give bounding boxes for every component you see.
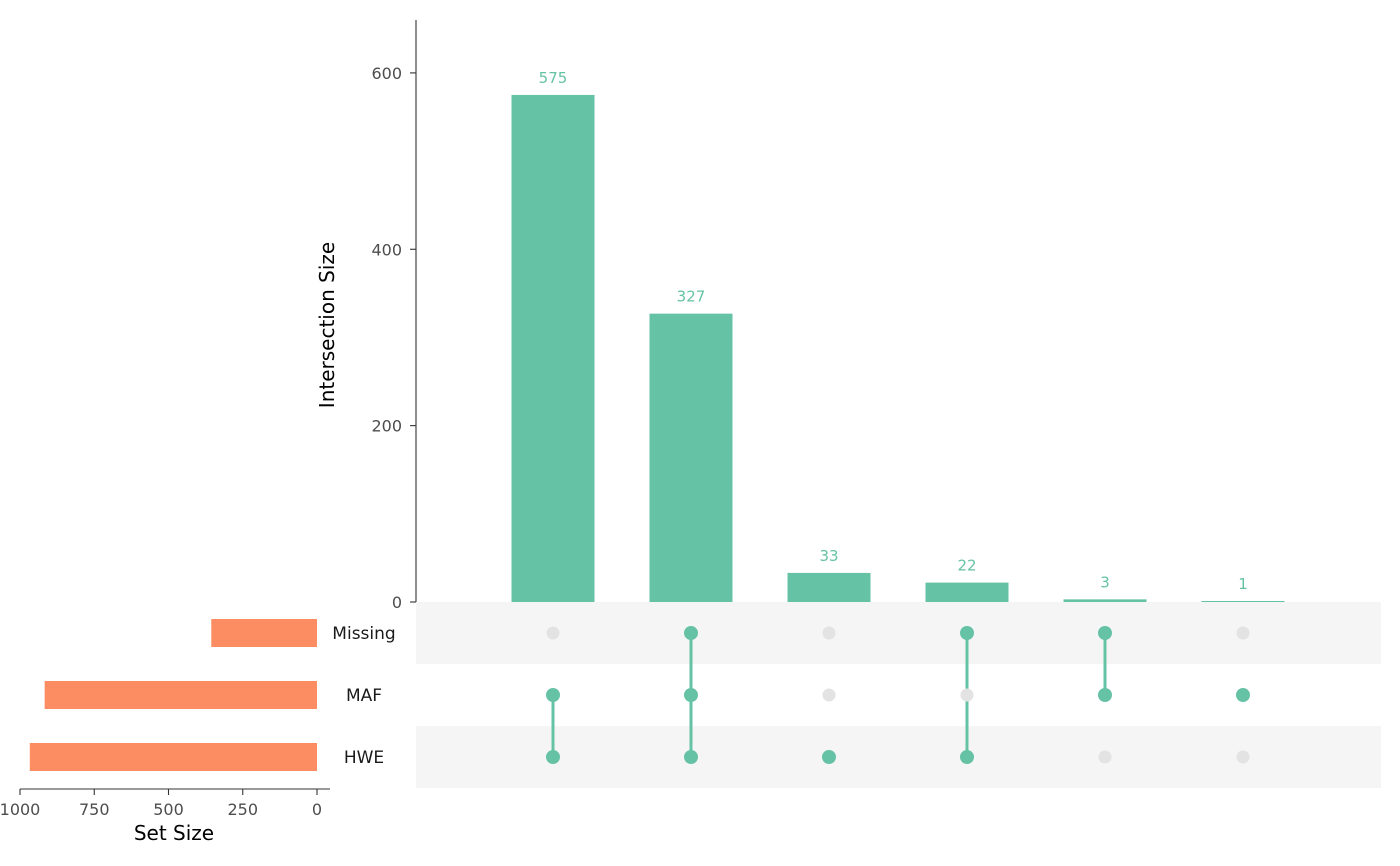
set-size-x-tick-label: 0	[312, 800, 322, 819]
intersection-size-panel: 0 200 400 600 Intersection Size 575 327 33 22 3 1	[315, 20, 1285, 612]
matrix-row-stripe-hwe	[416, 726, 1381, 788]
intersection-y-axis-title: Intersection Size	[315, 242, 339, 408]
matrix-dot-active	[684, 626, 698, 640]
matrix-dot-inactive	[822, 626, 836, 640]
intersection-y-tick-label: 400	[371, 240, 402, 259]
intersection-bar-label: 575	[539, 69, 568, 87]
matrix-dot-active	[1098, 688, 1112, 702]
matrix-dot-inactive	[960, 688, 974, 702]
intersection-bar	[787, 572, 871, 602]
intersection-y-tick-label: 200	[371, 417, 402, 436]
matrix-dot-active	[684, 688, 698, 702]
intersection-bar-label: 3	[1100, 573, 1110, 591]
intersection-y-tick-label: 600	[371, 64, 402, 83]
set-size-x-tick-label: 500	[153, 800, 184, 819]
set-size-bar	[211, 619, 317, 647]
matrix-dot-active	[822, 750, 836, 764]
set-size-bar	[44, 681, 317, 709]
set-label-maf: MAF	[346, 686, 382, 706]
set-label-missing: Missing	[332, 624, 395, 644]
matrix-dot-inactive	[1098, 750, 1112, 764]
set-size-axis-title: Set Size	[134, 821, 214, 845]
set-size-x-tick-label: 250	[227, 800, 258, 819]
intersection-bar	[649, 313, 733, 602]
matrix-dot-active	[546, 750, 560, 764]
intersection-bar-label: 22	[957, 557, 976, 575]
intersection-matrix	[546, 626, 1250, 764]
matrix-stripes	[416, 602, 1381, 788]
matrix-dot-inactive	[1236, 750, 1250, 764]
set-size-x-tick-label: 750	[79, 800, 110, 819]
intersection-bar-label: 33	[819, 547, 838, 565]
matrix-dot-inactive	[1236, 626, 1250, 640]
matrix-row-stripe-missing	[416, 602, 1381, 664]
set-labels: Missing MAF HWE	[332, 624, 395, 768]
intersection-bar	[1201, 601, 1285, 602]
intersection-bar	[925, 582, 1009, 602]
set-size-panel: 1000 750 500 250 0 Set Size	[0, 619, 330, 845]
matrix-dot-inactive	[546, 626, 560, 640]
matrix-dot-active	[960, 750, 974, 764]
intersection-y-tick-label: 0	[392, 593, 402, 612]
matrix-dot-active	[1236, 688, 1250, 702]
matrix-dot-inactive	[822, 688, 836, 702]
intersection-bar	[1063, 599, 1147, 602]
matrix-dot-active	[546, 688, 560, 702]
set-size-bar	[29, 743, 318, 771]
set-size-x-tick-label: 1000	[0, 800, 40, 819]
matrix-dot-active	[1098, 626, 1112, 640]
matrix-dot-active	[684, 750, 698, 764]
matrix-dot-active	[960, 626, 974, 640]
set-label-hwe: HWE	[344, 748, 384, 768]
intersection-bar	[511, 94, 595, 603]
intersection-bar-label: 327	[677, 288, 706, 306]
intersection-bar-label: 1	[1238, 575, 1248, 593]
